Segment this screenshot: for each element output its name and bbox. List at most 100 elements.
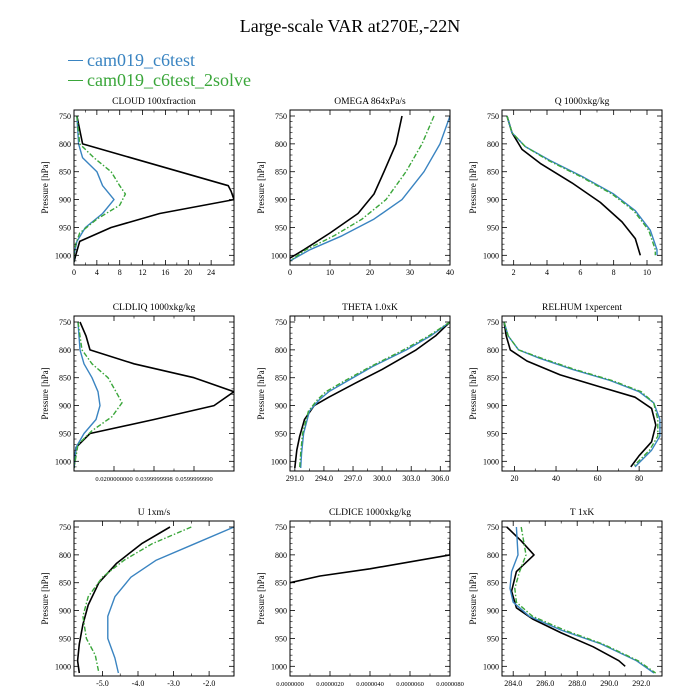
panel-2: OMEGA 864xPa/s Pressure [hPa] 750 800 850 900… [256, 97, 454, 277]
panel-title: THETA 1.0xK [342, 303, 398, 313]
series-line-test [503, 321, 661, 468]
x-tick-label: 290.0 [600, 679, 618, 688]
y-axis-label: Pressure [hPa] [468, 161, 478, 213]
y-tick-label: 750 [59, 112, 71, 121]
y-tick-label: 1000 [55, 662, 71, 671]
series-line-control [74, 321, 234, 469]
x-tick-label: 20 [184, 268, 192, 277]
y-tick-label: 800 [275, 140, 287, 149]
y-tick-label: 900 [487, 607, 499, 616]
series-line-solve [514, 526, 657, 674]
y-tick-label: 850 [275, 168, 287, 177]
panel-1-curves [74, 115, 234, 263]
series-line-solve [74, 321, 123, 469]
y-tick-label: 1000 [483, 662, 499, 671]
y-tick-label: 950 [275, 634, 287, 643]
x-tick-label: 286.0 [536, 679, 554, 688]
x-tick-label: 0.0599999990 [175, 476, 212, 483]
series-line-test [300, 321, 450, 469]
y-tick-label: 750 [59, 523, 71, 532]
y-axis-label: Pressure [hPa] [256, 161, 266, 213]
panel-6-curves [503, 321, 661, 468]
x-tick-label: 292.0 [632, 679, 650, 688]
series-line-test [509, 526, 655, 674]
series-line-solve [82, 526, 192, 674]
x-tick-label: 284.0 [504, 679, 522, 688]
y-tick-label: 1000 [55, 457, 71, 466]
x-tick-label: 10 [643, 268, 651, 277]
panel-title: CLDLIQ 1000xkg/kg [113, 303, 196, 313]
y-tick-label: 800 [275, 551, 287, 560]
y-tick-label: 900 [275, 402, 287, 411]
panel-1: CLOUD 100xfraction Pressure [hPa] 750 800 85… [40, 96, 235, 277]
plot-frame [501, 315, 663, 472]
panel-5-curves [294, 321, 450, 469]
y-tick-label: 850 [275, 579, 287, 588]
series-line-control [294, 321, 450, 469]
x-tick-label: 306.0 [431, 474, 449, 483]
y-tick-label: 1000 [55, 251, 71, 260]
panel-3: Q 1000xkg/kg Pressure [hPa] 750 800 850 900 95… [468, 97, 663, 277]
x-tick-label: 80 [635, 474, 643, 483]
panel-title: RELHUM 1xpercent [542, 303, 622, 313]
series-line-solve [74, 115, 127, 262]
y-tick-label: 850 [487, 579, 499, 588]
x-tick-label: 20 [366, 268, 374, 277]
series-line-control [290, 115, 403, 259]
plot-frame [501, 520, 663, 677]
y-tick-label: 1000 [483, 457, 499, 466]
panel-3-curves [506, 115, 658, 256]
series-line-test [74, 321, 101, 469]
y-axis-label: Pressure [hPa] [256, 367, 266, 419]
x-tick-label: -2.0 [203, 679, 216, 688]
y-tick-label: 750 [275, 318, 287, 327]
panel-9: T 1xK Pressure [hPa] 750 800 850 900 950 1000 28… [468, 508, 663, 688]
y-tick-label: 950 [59, 634, 71, 643]
x-tick-label: 0.0000060 [396, 681, 424, 688]
x-tick-label: 12 [139, 268, 147, 277]
panel-title: CLOUD 100xfraction [112, 96, 196, 107]
series-line-control [506, 526, 626, 667]
y-axis-label: Pressure [hPa] [40, 161, 50, 213]
panel-7-curves [76, 526, 234, 674]
panel-6: RELHUM 1xpercent Pressure [hPa] 750 800 850 9… [468, 303, 663, 483]
x-tick-label: 2 [512, 268, 516, 277]
y-axis-label: Pressure [hPa] [40, 367, 50, 419]
x-tick-label: 0.0000040 [356, 681, 384, 688]
y-tick-label: 800 [59, 346, 71, 355]
x-tick-label: 8 [118, 268, 122, 277]
plot-frame [289, 520, 451, 677]
x-tick-label: 20 [510, 474, 518, 483]
legend-entry-solve: cam019_c6test_2solve [68, 70, 251, 90]
x-tick-label: 24 [207, 268, 215, 277]
y-tick-label: 750 [487, 523, 499, 532]
y-axis-label: Pressure [hPa] [40, 572, 50, 624]
y-tick-label: 800 [487, 551, 499, 560]
y-tick-label: 1000 [271, 662, 287, 671]
x-tick-label: 8 [612, 268, 616, 277]
x-tick-label: 303.0 [402, 474, 420, 483]
y-axis-label: Pressure [hPa] [468, 572, 478, 624]
legend-entry-test: cam019_c6test [68, 50, 195, 70]
panel-8-curves [290, 540, 450, 584]
legend-swatch-test [68, 60, 83, 62]
x-tick-label: 4 [95, 268, 99, 277]
x-tick-label: 30 [406, 268, 414, 277]
x-tick-label: 16 [161, 268, 169, 277]
x-tick-label: 0.0000080 [436, 681, 464, 688]
plot-frame [73, 520, 235, 677]
panel-title: OMEGA 864xPa/s [334, 97, 406, 107]
x-tick-label: 0 [72, 268, 76, 277]
panel-4: CLDLIQ 1000xkg/kg Pressure [hPa] 750 800 850… [40, 303, 235, 483]
y-tick-label: 750 [275, 523, 287, 532]
panel-4-curves [74, 321, 234, 469]
y-tick-label: 850 [59, 168, 71, 177]
x-tick-label: 288.0 [568, 679, 586, 688]
y-tick-label: 850 [487, 374, 499, 383]
x-tick-label: 294.0 [315, 474, 333, 483]
x-tick-label: 4 [545, 268, 549, 277]
y-tick-label: 950 [487, 429, 499, 438]
y-tick-label: 850 [59, 579, 71, 588]
panel-title: CLDICE 1000xkg/kg [329, 508, 411, 518]
